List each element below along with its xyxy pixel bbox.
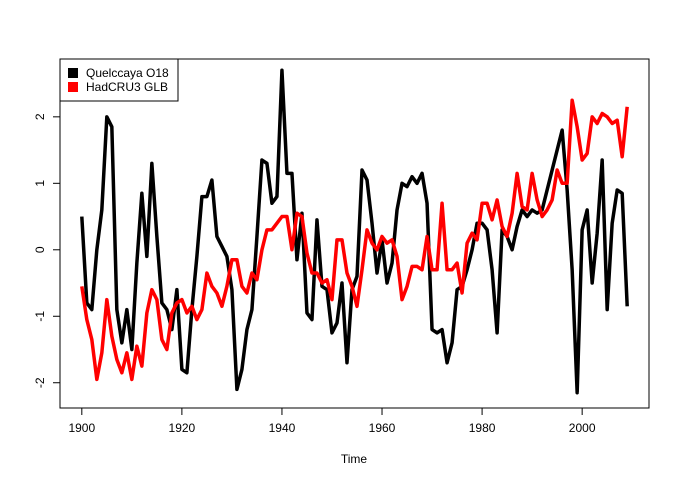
y-tick-label: -1 (33, 311, 47, 322)
x-axis-label: Time (341, 452, 368, 466)
legend-swatch (68, 82, 78, 92)
x-tick-label: 1940 (269, 421, 296, 435)
legend-swatch (68, 68, 78, 78)
legend-box (59, 58, 179, 102)
series-line (80, 98, 629, 382)
legend-label: Quelccaya O18 (86, 66, 169, 80)
x-tick-label: 1920 (169, 421, 196, 435)
y-tick-label: 2 (33, 113, 47, 120)
series-line (80, 68, 629, 395)
x-tick-label: 2000 (569, 421, 596, 435)
x-tick-label: 1960 (369, 421, 396, 435)
x-tick-label: 1980 (469, 421, 496, 435)
y-tick-label: 0 (33, 246, 47, 253)
legend-label: HadCRU3 GLB (86, 80, 168, 94)
y-tick-label: -2 (33, 377, 47, 388)
y-tick-label: 1 (33, 180, 47, 187)
x-tick-label: 1900 (68, 421, 95, 435)
